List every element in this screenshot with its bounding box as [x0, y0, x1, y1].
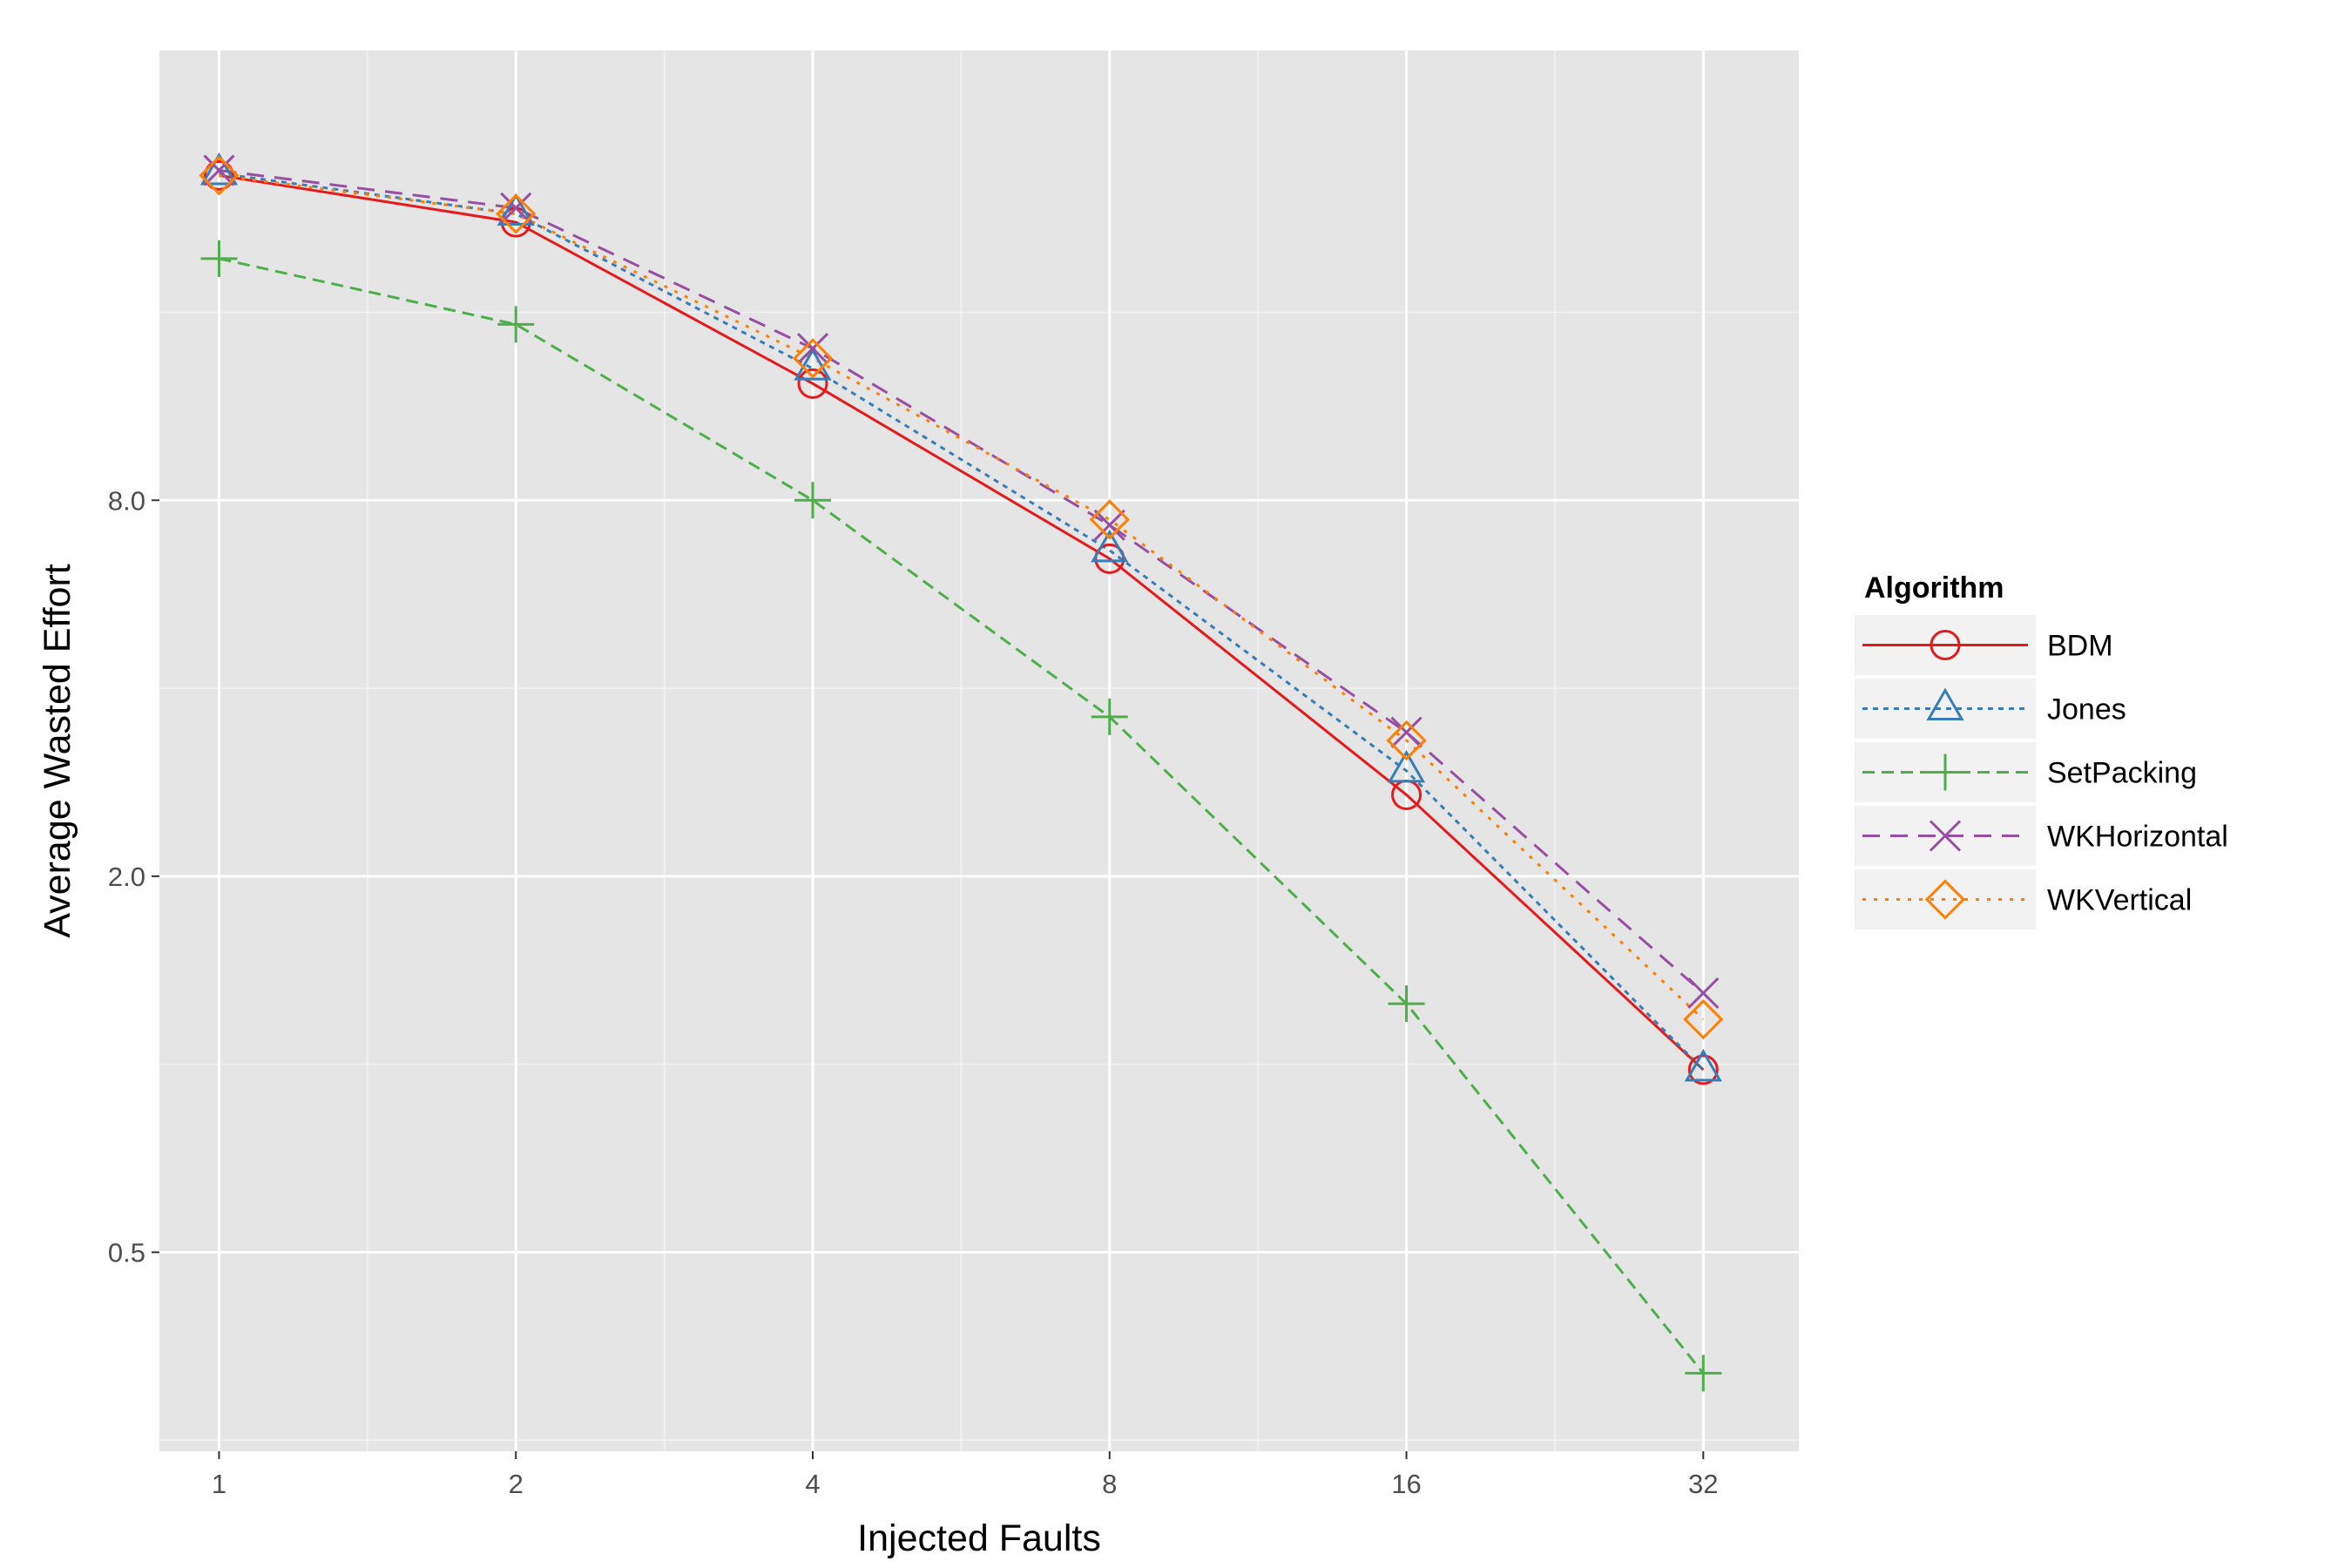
data-point-jones	[199, 152, 239, 186]
x-tick-label: 4	[805, 1469, 820, 1499]
data-point-setpacking	[794, 482, 831, 519]
legend-marker-wkhorizontal	[1929, 820, 1962, 852]
legend-marker-jones	[1926, 687, 1964, 720]
data-point-setpacking	[497, 306, 535, 343]
data-point-wkvertical	[1386, 720, 1427, 761]
x-tick-label: 2	[509, 1469, 524, 1499]
plot-panel	[159, 51, 1799, 1451]
y-tick-label: 2.0	[108, 862, 145, 892]
legend-title: Algorithm	[1864, 571, 2004, 605]
data-point-setpacking	[1388, 985, 1425, 1023]
data-point-wkhorizontal	[1093, 509, 1125, 541]
legend: Algorithm BDM Jones SetPacking WKHorizontal…	[1853, 571, 2228, 931]
x-tick-label: 8	[1102, 1469, 1117, 1499]
data-point-jones	[1684, 1048, 1722, 1082]
legend-label-jones: Jones	[2047, 693, 2126, 727]
data-point-setpacking	[1685, 1355, 1722, 1392]
grid-minor	[159, 51, 1799, 1451]
data-point-setpacking	[1091, 698, 1128, 735]
data-point-wkvertical	[496, 193, 537, 234]
series-line-jones	[219, 172, 1705, 1071]
data-point-wkvertical	[1683, 999, 1724, 1040]
x-axis-title: Injected Faults	[857, 1517, 1101, 1559]
x-tick-label: 32	[1688, 1469, 1718, 1499]
x-tick-label: 1	[212, 1469, 226, 1499]
x-axis: 1 2 4 8 16 32	[212, 1451, 1719, 1499]
data-point-wkvertical	[1089, 499, 1130, 540]
data-point-jones	[1091, 529, 1129, 563]
legend-marker-wkvertical	[1924, 879, 1966, 920]
data-point-jones	[497, 193, 535, 226]
data-point-wkhorizontal	[1687, 977, 1720, 1010]
data-point-setpacking	[200, 240, 238, 277]
data-point-wkvertical	[199, 155, 240, 196]
y-tick-label: 0.5	[108, 1237, 145, 1267]
legend-label-wkvertical: WKVertical	[2047, 884, 2192, 917]
data-point-wkhorizontal	[500, 192, 532, 224]
legend-key	[1853, 868, 2038, 931]
data-point-jones	[794, 348, 832, 381]
data-point-wkhorizontal	[1390, 716, 1423, 748]
y-tick-label: 8.0	[108, 485, 145, 516]
legend-label-bdm: BDM	[2047, 630, 2113, 663]
data-point-wkvertical	[792, 338, 834, 379]
y-axis: 0.5 2.0 8.0	[108, 485, 159, 1267]
data-point-jones	[1387, 749, 1426, 783]
legend-marker-setpacking	[1927, 754, 1963, 791]
legend-label-wkhorizontal: WKHorizontal	[2047, 821, 2228, 854]
legend-label-setpacking: SetPacking	[2047, 757, 2197, 790]
series-line-wkvertical	[219, 173, 1705, 1021]
x-tick-label: 16	[1391, 1469, 1421, 1499]
series-line-setpacking	[219, 257, 1705, 1375]
series-line-wkhorizontal	[219, 169, 1705, 995]
legend-marker-bdm	[1930, 630, 1961, 660]
data-point-bdm	[797, 368, 828, 399]
data-point-bdm	[1687, 1054, 1719, 1085]
series-lines	[219, 169, 1705, 1375]
y-axis-title: Average Wasted Effort	[37, 564, 78, 937]
data-point-wkhorizontal	[203, 154, 235, 186]
series-markers	[199, 152, 1724, 1392]
series-line-bdm	[219, 173, 1705, 1071]
data-point-wkhorizontal	[796, 332, 829, 365]
data-point-bdm	[203, 159, 234, 191]
